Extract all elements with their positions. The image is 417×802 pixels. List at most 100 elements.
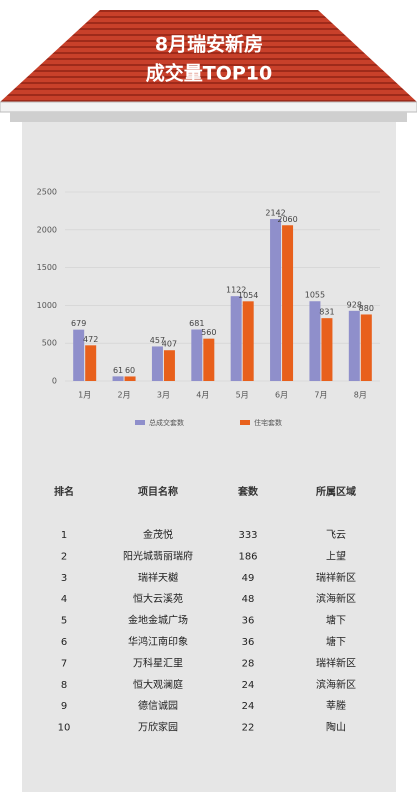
y-tick-label: 1000 <box>37 301 57 310</box>
table-cell: 恒大云溪苑 <box>133 592 183 605</box>
legend-label: 总成交套数 <box>149 418 184 427</box>
table-cell: 10 <box>58 723 71 734</box>
eave <box>0 101 417 113</box>
table-cell: 万科星汇里 <box>133 656 183 669</box>
value-label: 1054 <box>238 291 258 300</box>
table-cell: 塘下 <box>326 614 346 627</box>
value-label: 457 <box>150 336 165 345</box>
table-cell: 48 <box>242 594 255 605</box>
legend-swatch <box>135 420 145 425</box>
legend-swatch <box>240 420 250 425</box>
x-tick-label: 8月 <box>354 391 367 400</box>
bar <box>112 376 124 381</box>
bar <box>124 376 136 381</box>
table-cell: 上望 <box>326 549 346 562</box>
table-header: 套数 <box>237 485 259 498</box>
bar <box>270 219 282 381</box>
x-tick-label: 4月 <box>196 391 209 400</box>
value-label: 2060 <box>277 215 297 224</box>
value-label: 880 <box>359 304 374 313</box>
bar <box>242 301 254 381</box>
value-label: 831 <box>319 308 334 317</box>
bar <box>85 345 97 381</box>
table-cell: 万欣家园 <box>138 721 178 734</box>
table-cell: 8 <box>61 680 67 691</box>
table-cell: 24 <box>242 701 255 712</box>
bar <box>163 350 175 381</box>
table-cell: 186 <box>238 551 257 562</box>
table-cell: 滨海新区 <box>316 592 356 605</box>
x-tick-label: 2月 <box>118 391 131 400</box>
table-cell: 阳光城翡丽瑞府 <box>123 549 193 562</box>
table-cell: 2 <box>61 551 67 562</box>
table-cell: 塘下 <box>326 635 346 648</box>
table-cell: 陶山 <box>326 721 346 734</box>
table-cell: 德信诚园 <box>138 699 178 712</box>
eave-shadow <box>10 112 407 122</box>
value-label: 681 <box>189 319 204 328</box>
table-cell: 36 <box>242 616 255 627</box>
roof <box>0 10 417 102</box>
value-label: 1055 <box>305 291 325 300</box>
table-cell: 瑞祥新区 <box>316 656 356 669</box>
value-label: 61 <box>113 366 123 375</box>
value-label: 1122 <box>226 286 246 295</box>
y-tick-label: 2500 <box>37 188 57 197</box>
value-label: 472 <box>83 335 98 344</box>
table-cell: 9 <box>61 701 67 712</box>
table-cell: 瑞祥天樾 <box>138 571 178 584</box>
table-cell: 5 <box>61 616 67 627</box>
value-label: 60 <box>125 366 135 375</box>
y-tick-label: 500 <box>42 339 57 348</box>
table-cell: 恒大观澜庭 <box>133 678 183 691</box>
x-tick-label: 7月 <box>314 391 327 400</box>
table-cell: 7 <box>61 658 67 669</box>
table-cell: 4 <box>61 594 67 605</box>
table-cell: 1 <box>61 530 67 541</box>
table-cell: 22 <box>242 723 255 734</box>
table-cell: 滨海新区 <box>316 678 356 691</box>
table-cell: 飞云 <box>326 530 346 541</box>
y-tick-label: 2000 <box>37 225 57 234</box>
bar <box>360 314 372 381</box>
x-tick-label: 3月 <box>157 391 170 400</box>
value-label: 407 <box>162 340 177 349</box>
bar <box>282 225 294 381</box>
ranking-table: 排名 项目名称 套数 所属区域 1 金茂悦 333 飞云 2 阳光城翡丽瑞府 186 上望 3 瑞祥天樾 4… <box>54 485 356 734</box>
value-label: 2142 <box>265 209 285 218</box>
value-label: 928 <box>347 300 362 309</box>
table-cell: 36 <box>242 637 255 648</box>
table-header: 项目名称 <box>138 485 178 498</box>
bar <box>203 338 215 381</box>
table-header: 所属区域 <box>316 485 356 498</box>
table-cell: 瑞祥新区 <box>316 571 356 584</box>
table-cell: 49 <box>242 573 255 584</box>
legend-label: 住宅套数 <box>254 418 282 427</box>
table-cell: 28 <box>242 658 255 669</box>
value-label: 679 <box>71 319 86 328</box>
table-cell: 24 <box>242 680 255 691</box>
table-header: 排名 <box>54 485 74 498</box>
table-cell: 3 <box>61 573 67 584</box>
table-cell: 金地金城广场 <box>128 614 188 627</box>
value-label: 560 <box>201 328 216 337</box>
building-body <box>22 120 396 792</box>
table-cell: 金茂悦 <box>143 528 173 541</box>
bar <box>151 346 163 381</box>
title: 成交量TOP10 <box>146 62 272 85</box>
x-tick-label: 6月 <box>275 391 288 400</box>
table-cell: 333 <box>238 530 257 541</box>
bar <box>348 310 360 381</box>
table-cell: 莘塍 <box>326 699 346 712</box>
y-tick-label: 1500 <box>37 263 57 272</box>
bar <box>191 329 203 381</box>
table-cell: 6 <box>61 637 67 648</box>
y-tick-label: 0 <box>52 377 57 386</box>
bar <box>230 296 242 381</box>
bar <box>321 318 333 381</box>
bar <box>309 301 321 381</box>
table-cell: 华鸿江南印象 <box>128 635 188 648</box>
title: 8月瑞安新房 <box>155 33 263 56</box>
